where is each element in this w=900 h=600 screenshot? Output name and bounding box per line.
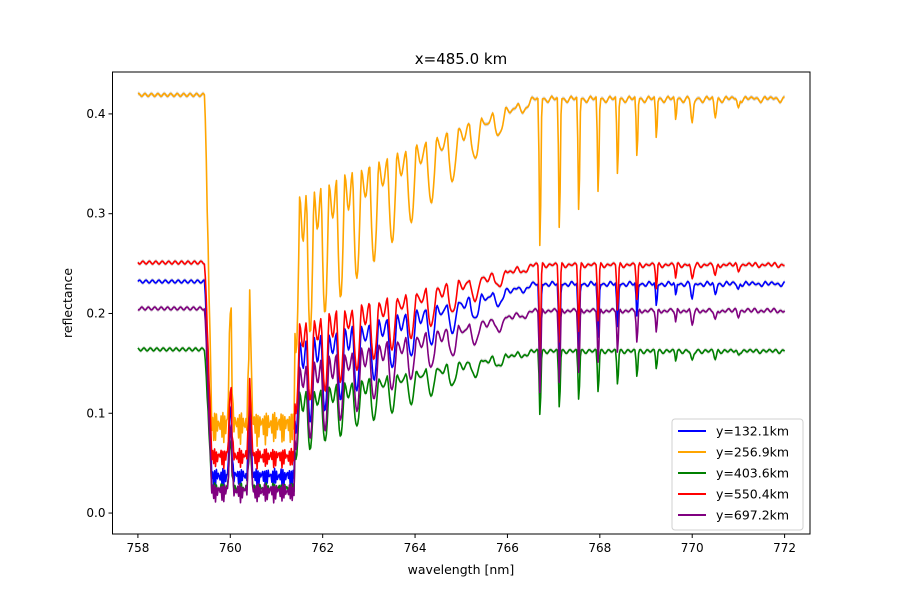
x-tick-label: 762 [311,541,334,555]
y-tick-label: 0.3 [86,207,105,221]
y-tick-label: 0.2 [86,306,105,320]
legend-entry: y=256.9km [716,445,789,460]
x-axis: 758 760 762 764 766 768 770 772 [126,534,796,555]
legend-entry: y=132.1km [716,424,789,439]
legend-entry: y=697.2km [716,508,789,523]
chart-title: x=485.0 km [415,50,507,68]
uncertainty-band [137,91,785,449]
legend-box [671,418,804,531]
legend-entry: y=403.6km [716,466,789,481]
x-axis-label: wavelength [nm] [408,562,515,577]
x-tick-label: 768 [588,541,611,555]
series-line [137,92,785,447]
y-axis-label: reflectance [60,268,75,338]
y-tick-label: 0.4 [86,107,105,121]
x-tick-label: 772 [773,541,796,555]
y-tick-label: 0.0 [86,506,105,520]
y-axis: 0.0 0.1 0.2 0.3 0.4 [86,107,113,520]
series-lines [137,92,786,504]
plot-frame [112,71,811,535]
series-line [137,279,786,490]
x-tick-label: 760 [219,541,242,555]
series-line [137,260,785,470]
x-tick-label: 764 [404,541,427,555]
legend-entry: y=550.4km [716,487,789,502]
series-line [137,306,786,504]
x-tick-label: 770 [681,541,704,555]
x-tick-label: 758 [126,541,149,555]
y-tick-label: 0.1 [86,406,105,420]
legend: y=132.1km y=256.9km y=403.6km y=550.4km y=69… [671,418,804,531]
x-tick-label: 766 [496,541,519,555]
